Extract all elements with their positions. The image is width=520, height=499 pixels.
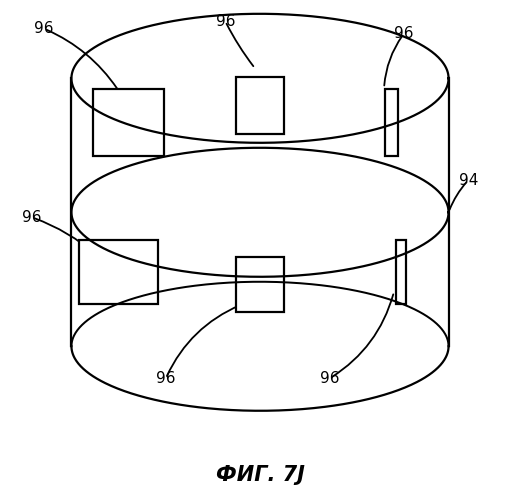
Text: 96: 96 xyxy=(320,371,339,386)
Polygon shape xyxy=(237,257,283,311)
Ellipse shape xyxy=(71,14,449,143)
Ellipse shape xyxy=(71,282,449,411)
Polygon shape xyxy=(237,77,283,134)
Text: 96: 96 xyxy=(22,210,42,225)
Text: 96: 96 xyxy=(156,371,175,386)
Polygon shape xyxy=(93,89,164,157)
Polygon shape xyxy=(71,78,449,346)
Text: ФИГ. 7J: ФИГ. 7J xyxy=(216,465,304,486)
Polygon shape xyxy=(385,89,398,157)
Text: 94: 94 xyxy=(459,173,478,188)
Text: 96: 96 xyxy=(215,14,235,29)
Text: 96: 96 xyxy=(34,21,54,36)
Text: 96: 96 xyxy=(394,26,413,41)
Polygon shape xyxy=(396,240,407,304)
Polygon shape xyxy=(79,240,158,304)
